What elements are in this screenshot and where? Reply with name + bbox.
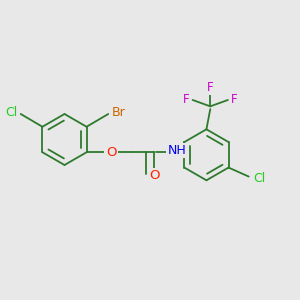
Text: O: O [106, 146, 116, 159]
Text: Cl: Cl [253, 172, 266, 185]
Text: NH: NH [168, 144, 187, 157]
Text: F: F [207, 81, 214, 94]
Text: Br: Br [112, 106, 126, 119]
Text: Cl: Cl [5, 106, 18, 119]
Text: F: F [183, 94, 190, 106]
Text: O: O [149, 169, 159, 182]
Text: F: F [231, 94, 237, 106]
